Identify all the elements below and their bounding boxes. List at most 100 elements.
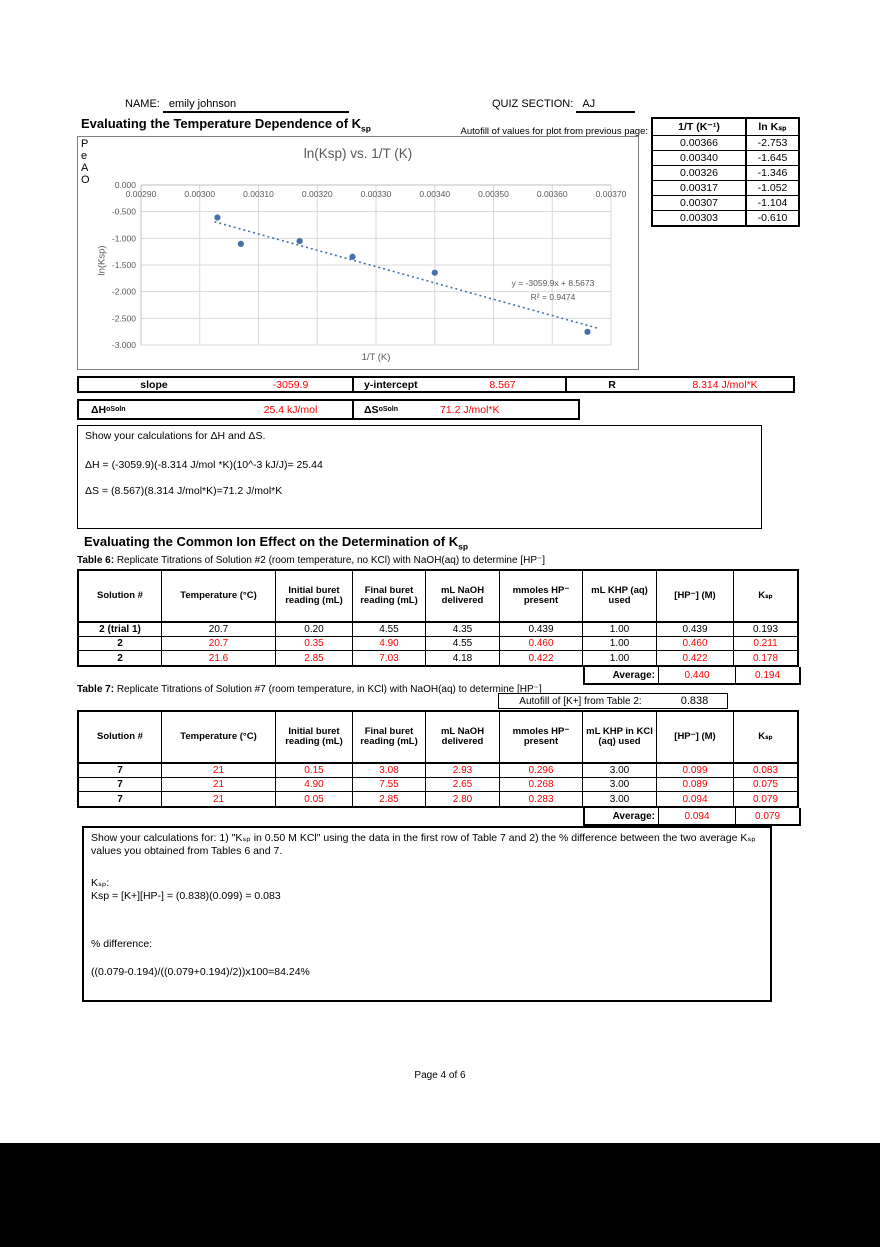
table6-average-row: Average: 0.440 0.194 bbox=[583, 667, 801, 685]
section-title-text: Evaluating the Common Ion Effect on the … bbox=[84, 534, 459, 549]
quiz-section-label: QUIZ SECTION: bbox=[492, 98, 574, 110]
y-intercept-value: 8.567 bbox=[489, 378, 516, 391]
name-block: NAME: emily johnson bbox=[125, 98, 349, 113]
trendline-r-squared: R² = 0.9474 bbox=[530, 292, 576, 302]
x-tick-label: 0.00320 bbox=[302, 189, 333, 199]
table-cell: 3.08 bbox=[353, 764, 426, 778]
table-cell: 21 bbox=[162, 764, 276, 778]
table-row: 0.00307 -1.104 bbox=[653, 195, 798, 210]
calc-prompt: Show your calculations for ΔH and ΔS. bbox=[85, 430, 266, 442]
table-row: 0.00340 -1.645 bbox=[653, 150, 798, 165]
table-cell: 7 bbox=[79, 778, 162, 792]
trendline-equation-line: y = -3059.9x + 8.5673 bbox=[511, 278, 595, 288]
quiz-section-block: QUIZ SECTION: AJ bbox=[492, 98, 636, 113]
ksp-chart-svg: 0.000 -0.500 -1.000 -1.500 -2.000 -2.500 -3.00… bbox=[112, 180, 627, 350]
average-label: Average: bbox=[585, 667, 659, 683]
table-row: 0.00366 -2.753 bbox=[653, 135, 798, 150]
table-cell: 0.083 bbox=[734, 764, 797, 778]
x-tick-label: 0.00340 bbox=[419, 189, 450, 199]
section-title-subscript: sp bbox=[361, 123, 371, 134]
quiz-section-value: AJ bbox=[576, 98, 636, 113]
chart-x-axis-title: 1/T (K) bbox=[361, 352, 391, 363]
table7-caption: Table 7: Replicate Titrations of Solutio… bbox=[77, 684, 542, 695]
column-header: 1/T (K⁻¹) bbox=[653, 119, 747, 135]
table-cell: -1.346 bbox=[757, 167, 788, 179]
table-cell: 0.00326 bbox=[653, 166, 747, 180]
column-header: Final buret reading (mL) bbox=[353, 712, 426, 764]
table7-caption-text: Replicate Titrations of Solution #7 (roo… bbox=[114, 684, 542, 695]
table-cell: 0.00340 bbox=[653, 151, 747, 165]
table-cell: -1.104 bbox=[757, 197, 788, 209]
column-header: ln Kₛₚ bbox=[758, 121, 787, 133]
section-title-temperature-dependence: Evaluating the Temperature Dependence of… bbox=[81, 116, 371, 134]
table-cell: 0.268 bbox=[500, 778, 583, 792]
trendline bbox=[214, 220, 600, 330]
column-header: mL KHP in KCl (aq) used bbox=[583, 712, 657, 764]
table-cell: 4.55 bbox=[426, 637, 500, 651]
table6-grid: Solution # Temperature (°C) Initial buret … bbox=[77, 569, 799, 667]
table-cell: 4.90 bbox=[276, 778, 353, 792]
table7-caption-label: Table 7: bbox=[77, 684, 115, 695]
overlay-letter: P bbox=[81, 138, 89, 150]
gas-constant-value: 8.314 J/mol*K bbox=[692, 378, 758, 391]
table-cell: -1.645 bbox=[757, 152, 788, 164]
delta-h-label: ΔH o Soln bbox=[79, 401, 229, 418]
table-cell: 0.00307 bbox=[653, 196, 747, 210]
name-label: NAME: bbox=[125, 98, 160, 110]
table-cell: 0.211 bbox=[734, 637, 797, 651]
column-header: Final buret reading (mL) bbox=[353, 571, 426, 623]
overlay-letter: O bbox=[81, 174, 90, 186]
column-header: Kₛₚ bbox=[734, 712, 797, 764]
y-tick-label: -2.000 bbox=[112, 287, 136, 297]
table7-average-row: Average: 0.094 0.079 bbox=[583, 808, 801, 826]
delta-s-sub: Soln bbox=[382, 406, 399, 413]
table-cell: 0.460 bbox=[500, 637, 583, 651]
table-cell: 1.00 bbox=[583, 623, 657, 637]
autofill-k-label: Autofill of [K+] from Table 2: bbox=[519, 695, 642, 707]
table-cell: 20.7 bbox=[162, 637, 276, 651]
y-tick-label: -3.000 bbox=[112, 340, 136, 350]
delta-s-base: ΔS bbox=[364, 403, 379, 416]
table-cell: 0.193 bbox=[734, 623, 797, 637]
table-cell: 0.35 bbox=[276, 637, 353, 651]
x-tick-label: 0.00310 bbox=[243, 189, 274, 199]
table-cell: 20.7 bbox=[162, 623, 276, 637]
worksheet-page: NAME: emily johnson QUIZ SECTION: AJ Eva… bbox=[0, 0, 880, 1143]
table-cell: 0.439 bbox=[657, 623, 734, 637]
table-cell: 0.422 bbox=[657, 651, 734, 665]
table-row: 0.00303 -0.610 bbox=[653, 210, 798, 225]
table-cell: 0.099 bbox=[657, 764, 734, 778]
chart-title: ln(Ksp) vs. 1/T (K) bbox=[303, 146, 413, 161]
table-cell: 0.283 bbox=[500, 792, 583, 806]
section-title-subscript: sp bbox=[458, 541, 469, 552]
chart-y-axis-title: ln(Ksp) bbox=[96, 245, 108, 276]
calc2-ksp-line: Ksp = [K+][HP-] = (0.838)(0.099) = 0.083 bbox=[91, 890, 281, 902]
table-cell: 0.296 bbox=[500, 764, 583, 778]
delta-h-sub: Soln bbox=[110, 406, 126, 413]
slope-label: slope bbox=[140, 378, 168, 391]
table-cell: 2.85 bbox=[276, 651, 353, 665]
table-cell: 4.18 bbox=[426, 651, 500, 665]
calc2-diff-line: ((0.079-0.194)/((0.079+0.194)/2))x100=84… bbox=[91, 966, 310, 978]
table-cell: 3.00 bbox=[583, 778, 657, 792]
column-header: Temperature (°C) bbox=[162, 571, 276, 623]
table-cell: 1.00 bbox=[583, 651, 657, 665]
table-cell: 7.55 bbox=[353, 778, 426, 792]
regression-results-row: slope -3059.9 y-intercept 8.567 R 8.314 … bbox=[77, 376, 795, 393]
table-cell: 2.80 bbox=[426, 792, 500, 806]
table-cell: 4.90 bbox=[353, 637, 426, 651]
side-table-header-row: 1/T (K⁻¹) ln Kₛₚ bbox=[653, 119, 798, 135]
delta-s-value: 71.2 J/mol*K bbox=[440, 403, 500, 416]
column-header: Initial buret reading (mL) bbox=[276, 571, 353, 623]
column-header: mL KHP (aq) used bbox=[583, 571, 657, 623]
slope-value: -3059.9 bbox=[272, 378, 309, 391]
table-cell: 0.460 bbox=[657, 637, 734, 651]
table-cell: 0.00317 bbox=[653, 181, 747, 195]
table-cell: 0.075 bbox=[734, 778, 797, 792]
table-cell: 2.65 bbox=[426, 778, 500, 792]
trendline-equation: y = -3059.9x + 8.5673 R² = 0.9474 bbox=[473, 276, 633, 304]
calculations-box-enthalpy: Show your calculations for ΔH and ΔS. ΔH… bbox=[77, 425, 762, 529]
table-cell: 2 bbox=[79, 637, 162, 651]
delta-s-label: ΔS o Soln bbox=[352, 401, 428, 418]
